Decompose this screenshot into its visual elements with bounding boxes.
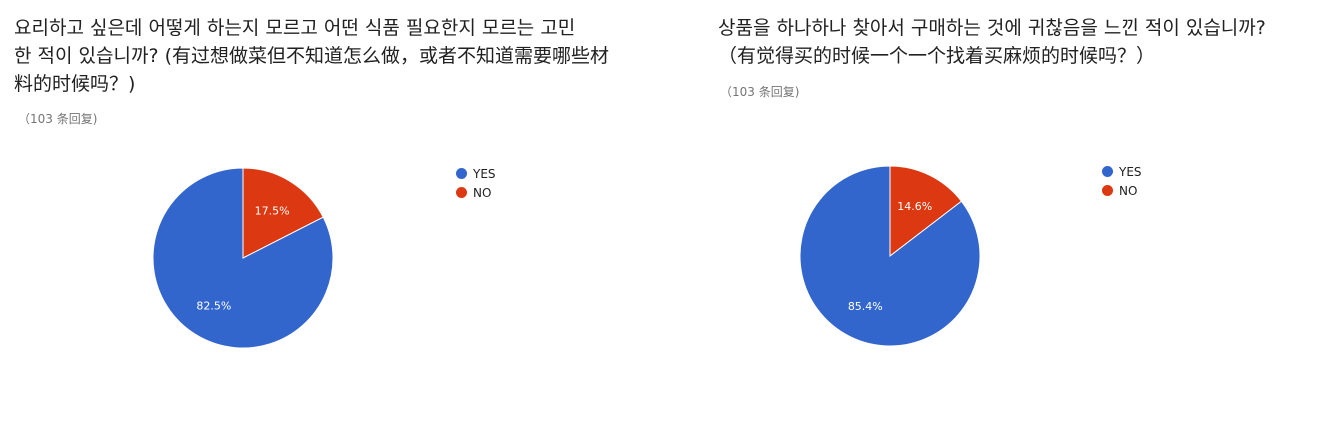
- legend-item-yes: YES: [456, 164, 496, 183]
- legend-item-yes: YES: [1102, 162, 1142, 181]
- pie-slice-yes: [152, 167, 334, 349]
- legend-item-no: NO: [456, 183, 496, 202]
- legend-label-no: NO: [1119, 183, 1138, 198]
- slice-label-no: 14.6%: [897, 200, 932, 213]
- slice-label-no: 17.5%: [255, 204, 290, 217]
- legend-swatch-yes: [1102, 166, 1113, 177]
- chart-card-shopping: 상품을 하나하나 찾아서 구매하는 것에 귀찮음을 느낀 적이 있습니까? （有…: [706, 0, 1340, 434]
- pie-slice-no: [242, 167, 324, 259]
- chart-card-cooking: 요리하고 싶은데 어떻게 하는지 모르고 어떤 식품 필요한지 모르는 고민 한…: [14, 17, 609, 349]
- response-count: （103 条回复): [18, 112, 98, 126]
- legend-label-yes: YES: [1119, 164, 1142, 179]
- slice-label-yes: 82.5%: [196, 300, 231, 313]
- chart-title: 상품을 하나하나 찾아서 구매하는 것에 귀찮음을 느낀 적이 있습니까? （有…: [718, 17, 1266, 67]
- pie-chart: 14.6% 85.4%: [799, 165, 981, 347]
- legend-label-yes: YES: [473, 166, 496, 181]
- pie-slice-yes: [799, 165, 981, 347]
- legend: YES NO: [1102, 162, 1142, 200]
- chart-title: 요리하고 싶은데 어떻게 하는지 모르고 어떤 식품 필요한지 모르는 고민 한…: [14, 17, 609, 95]
- legend-swatch-yes: [456, 168, 467, 179]
- slice-label-yes: 85.4%: [848, 300, 883, 313]
- legend-swatch-no: [456, 187, 467, 198]
- response-count: （103 条回复): [720, 85, 800, 99]
- pie-chart: 17.5% 82.5%: [152, 167, 334, 349]
- legend: YES NO: [456, 164, 496, 202]
- pie-slice-no: [889, 165, 963, 258]
- legend-item-no: NO: [1102, 181, 1142, 200]
- legend-label-no: NO: [473, 185, 492, 200]
- legend-swatch-no: [1102, 185, 1113, 196]
